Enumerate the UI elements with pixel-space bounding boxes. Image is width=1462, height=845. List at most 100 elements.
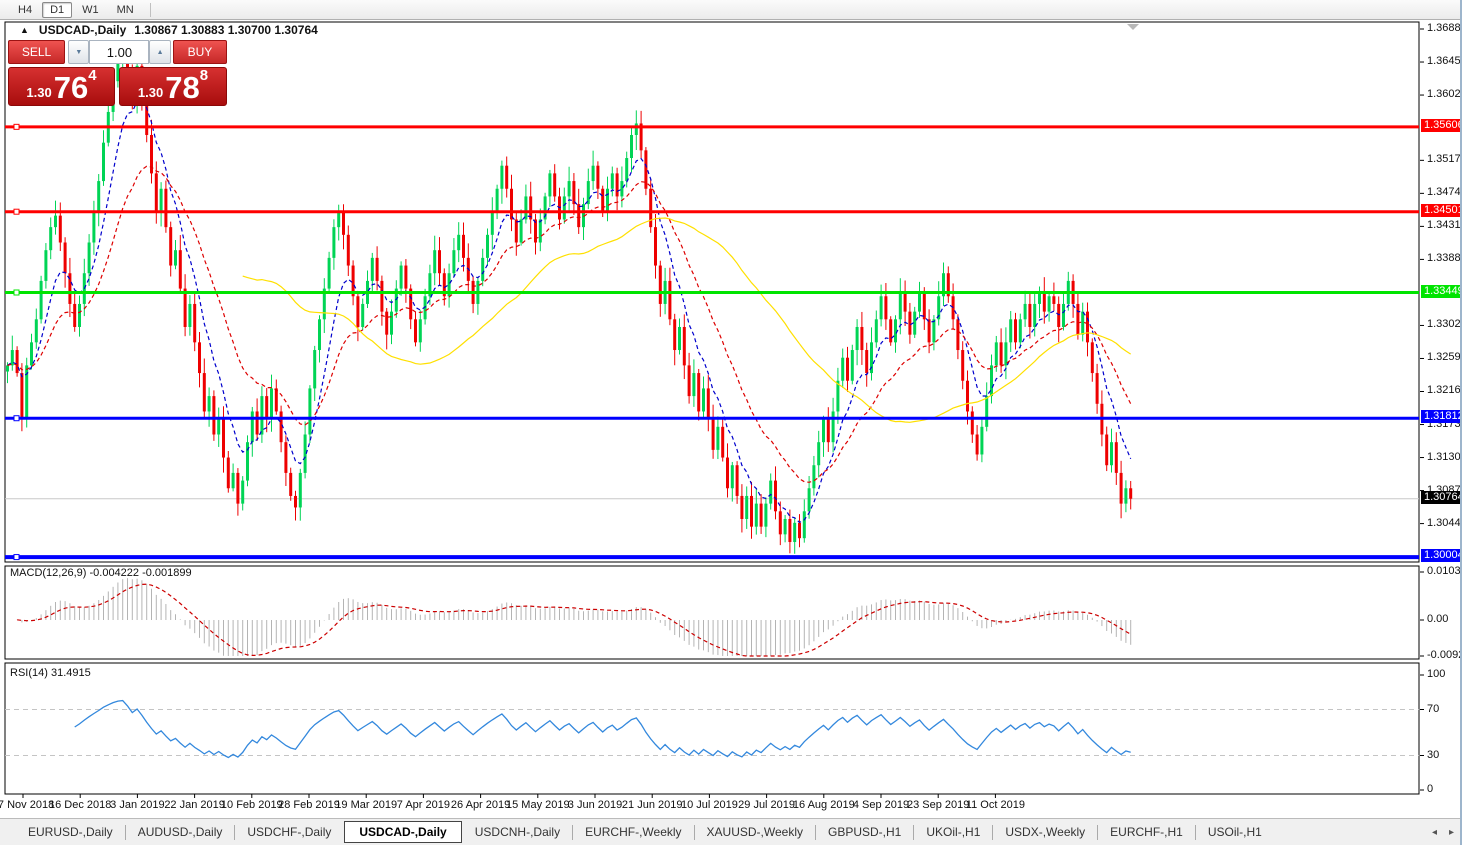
candlestick — [298, 472, 302, 508]
candlestick — [529, 196, 533, 220]
candlestick — [711, 419, 715, 450]
rsi-label: RSI(14) 31.4915 — [10, 667, 91, 679]
candlestick — [154, 173, 158, 212]
candlestick — [356, 296, 360, 327]
buy-price-prefix: 1.30 — [137, 85, 164, 100]
candlestick — [303, 434, 307, 473]
candlestick — [231, 472, 235, 489]
candlestick — [606, 188, 609, 212]
macd-scale-label: -0.009203 — [1427, 649, 1462, 661]
candlestick — [990, 365, 993, 397]
tab-scroll-left-icon[interactable]: ◂ — [1431, 826, 1437, 838]
chart-tab-xauusd-weekly[interactable]: XAUUSD-,Weekly — [706, 825, 803, 839]
buy-price-tile[interactable]: 1.30 78 8 — [119, 67, 227, 106]
candlestick — [553, 173, 557, 197]
candlestick — [236, 472, 240, 504]
chart-tab-usdcnh-daily[interactable]: USDCNH-,Daily — [474, 825, 561, 839]
chart-tab-usdcad-daily[interactable]: USDCAD-,Daily — [344, 821, 462, 843]
candlestick — [966, 380, 969, 412]
candlestick — [255, 411, 259, 435]
toolbar-separator — [149, 2, 151, 17]
price-tick-label: 1.34740 — [1427, 186, 1462, 199]
timeframe-button-d1[interactable]: D1 — [42, 1, 73, 18]
price-tick-label: 1.36020 — [1427, 88, 1462, 101]
candlestick — [778, 511, 782, 535]
candlestick — [865, 350, 869, 374]
price-tick-label: 1.36880 — [1427, 22, 1462, 34]
candlestick — [634, 123, 638, 135]
candlestick — [975, 434, 979, 455]
chart-symbol-title: USDCAD-,Daily — [38, 23, 127, 37]
buy-button[interactable]: BUY — [172, 40, 228, 64]
candlestick — [596, 165, 600, 189]
price-line-label: 1.31812 — [1421, 410, 1462, 424]
price-line-label: 1.35606 — [1421, 118, 1462, 132]
candlestick — [951, 296, 955, 320]
chart-tab-ukoil-h1[interactable]: UKOil-,H1 — [926, 825, 981, 839]
candlestick — [313, 350, 317, 389]
candlestick — [994, 342, 998, 366]
chart-tab-eurusd-daily[interactable]: EURUSD-,Daily — [28, 825, 113, 839]
chart-tab-eurchf-weekly[interactable]: EURCHF-,Weekly — [585, 825, 682, 839]
candlestick — [913, 311, 917, 335]
candlestick — [1052, 296, 1056, 304]
timeframe-button-h4[interactable]: H4 — [18, 3, 33, 16]
candlestick — [241, 480, 245, 504]
candlestick — [735, 465, 739, 496]
chart-tab-audusd-daily[interactable]: AUDUSD-,Daily — [137, 825, 223, 839]
candlestick — [831, 411, 835, 443]
tab-scroll-right-icon[interactable]: ▸ — [1448, 826, 1454, 838]
candlestick — [615, 173, 619, 197]
sell-price-tile[interactable]: 1.30 76 4 — [8, 67, 115, 106]
price-line-handle — [13, 554, 20, 561]
volume-input[interactable]: 1.00 — [89, 40, 150, 64]
candlestick — [668, 280, 672, 320]
quote-header: ▲ USDCAD-,Daily 1.30867 1.30883 1.30700 … — [20, 23, 318, 37]
buy-price-main: 78 — [165, 70, 200, 105]
candlestick — [265, 396, 269, 420]
timeframe-button-w1[interactable]: W1 — [82, 3, 99, 16]
macd-scale-label: 0.010311 — [1427, 565, 1462, 577]
rsi-scale-label: 100 — [1427, 668, 1446, 680]
candlestick — [903, 292, 907, 312]
candlestick — [946, 273, 950, 297]
candlestick — [644, 150, 648, 189]
candlestick — [764, 503, 768, 527]
volume-decrease-button[interactable]: ▼ — [68, 40, 90, 64]
candlestick — [548, 173, 552, 197]
candlestick — [836, 380, 840, 412]
price-line-handle — [13, 123, 20, 130]
date-tick-label: 16 Aug 2019 — [792, 799, 855, 811]
collapse-quote-icon[interactable]: ▲ — [20, 25, 29, 35]
sell-button[interactable]: SELL — [8, 40, 66, 64]
candlestick — [582, 204, 585, 228]
candlestick — [1081, 311, 1085, 335]
chart-tab-gbpusd-h1[interactable]: GBPUSD-,H1 — [828, 825, 902, 839]
candlestick — [630, 134, 633, 159]
candlestick — [620, 181, 624, 197]
price-tick-label: 1.33880 — [1427, 252, 1462, 265]
chart-tab-usdchf-daily[interactable]: USDCHF-,Daily — [247, 825, 332, 839]
candlestick — [486, 234, 489, 258]
candlestick — [932, 319, 936, 343]
candlestick — [1009, 319, 1013, 343]
price-tick-label: 1.31300 — [1427, 450, 1462, 463]
chart-tab-eurchf-h1[interactable]: EURCHF-,H1 — [1110, 825, 1183, 839]
volume-increase-button[interactable]: ▲ — [149, 40, 171, 64]
chart-tab-usdx-weekly[interactable]: USDX-,Weekly — [1005, 825, 1086, 839]
candlestick — [730, 465, 734, 489]
candlestick — [250, 411, 254, 443]
date-tick-label: 16 Dec 2018 — [48, 799, 112, 811]
date-tick-label: 21 Jun 2019 — [621, 799, 683, 811]
candlestick — [452, 250, 456, 274]
candlestick — [73, 303, 77, 327]
chart-tab-usoil-h1[interactable]: USOil-,H1 — [1207, 825, 1262, 839]
candlestick — [1090, 342, 1094, 374]
candlestick — [327, 257, 331, 289]
chart-shift-marker-icon — [1127, 24, 1139, 30]
timeframe-button-mn[interactable]: MN — [116, 3, 134, 16]
macd-scale-label: 0.00 — [1427, 613, 1449, 625]
one-click-trading-panel: SELL ▼ 1.00 ▲ BUY 1.30 76 4 1.30 78 8 — [8, 40, 228, 106]
candlestick — [793, 522, 797, 543]
date-tick-label: 28 Feb 2019 — [278, 799, 340, 811]
